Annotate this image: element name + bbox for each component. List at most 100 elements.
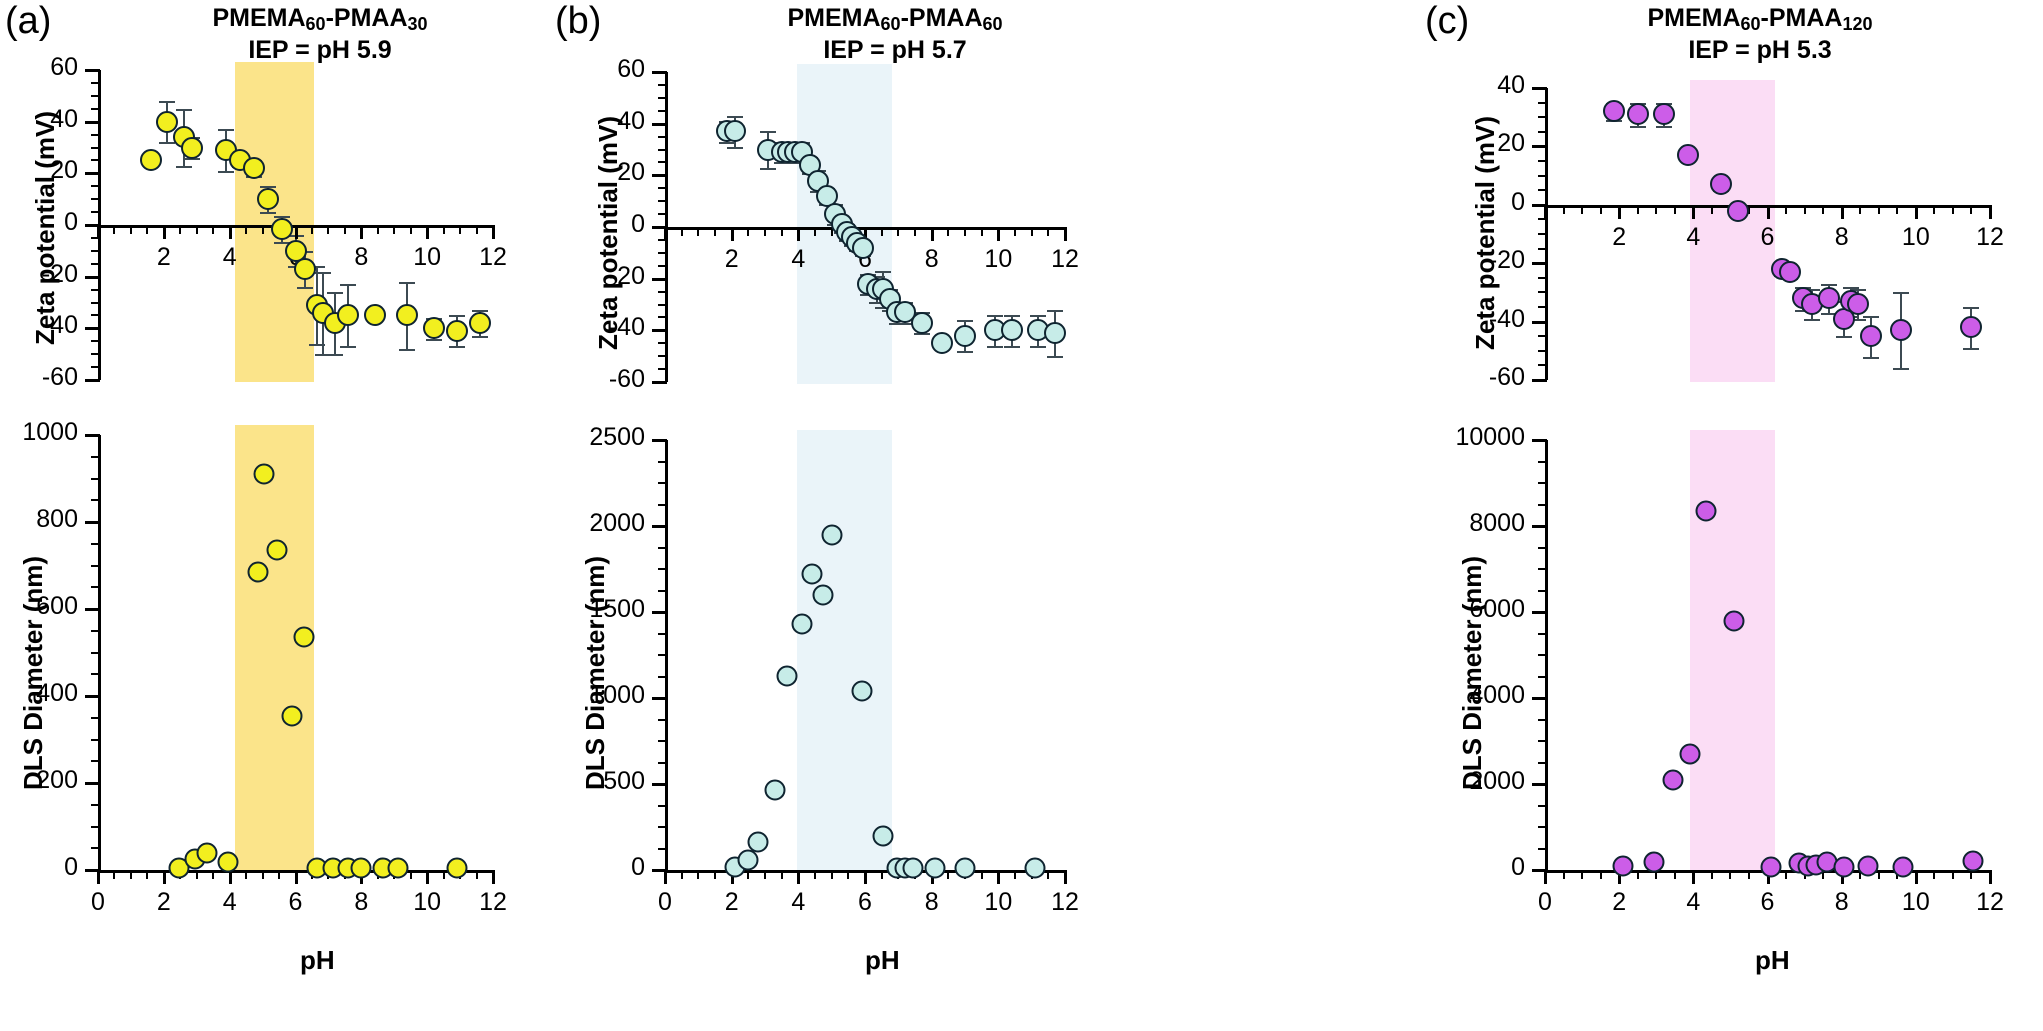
y-tick-minor xyxy=(658,718,667,721)
error-bar-cap xyxy=(1629,125,1646,128)
data-point xyxy=(1626,103,1649,126)
error-bar-cap xyxy=(868,301,885,304)
error-bar-cap xyxy=(1030,314,1047,317)
x-tick-minor xyxy=(980,227,983,236)
y-tick-major xyxy=(1532,320,1547,324)
y-tick-minor xyxy=(658,675,667,678)
error-bar-cap xyxy=(1804,318,1820,321)
data-point xyxy=(1892,856,1914,878)
x-tick-minor xyxy=(442,870,445,879)
error-bar-cap xyxy=(340,284,357,287)
shaded-iep-band xyxy=(1689,430,1775,870)
y-tick-minor xyxy=(658,290,667,293)
y-tick-minor xyxy=(658,589,667,592)
data-point xyxy=(1662,769,1684,791)
x-tick-label: 8 xyxy=(924,888,939,916)
y-tick-minor xyxy=(1538,740,1547,742)
dls-plot: 0 2000 4000 6000 8000 10000 0 2 4 6 8 10 12 xyxy=(1455,423,2003,916)
y-tick-minor xyxy=(91,185,100,188)
y-tick-minor xyxy=(658,761,667,764)
y-tick-minor xyxy=(1538,460,1547,463)
y-tick-label: 0 xyxy=(1511,853,1525,881)
y-tick-minor xyxy=(91,477,100,480)
x-tick-minor xyxy=(327,225,330,234)
x-tick-label: 12 xyxy=(1051,245,1079,273)
y-tick-minor xyxy=(1538,276,1547,279)
data-point xyxy=(387,857,409,879)
x-tick-minor xyxy=(1047,870,1050,879)
x-tick-label: 6 xyxy=(1760,888,1775,916)
panel-iep-label: IEP = pH 5.7 xyxy=(823,36,967,64)
y-tick-minor xyxy=(1538,116,1547,119)
x-tick-label: 6 xyxy=(858,888,872,916)
y-tick-label: 1000 xyxy=(22,418,78,446)
y-tick-major xyxy=(1532,525,1547,528)
y-tick-minor xyxy=(658,200,667,203)
x-tick-major xyxy=(426,225,430,239)
y-tick-label: 0 xyxy=(631,210,645,238)
y-tick-minor xyxy=(1538,189,1547,192)
x-tick-major xyxy=(1064,870,1067,884)
x-axis-title: pH xyxy=(300,945,335,975)
y-tick-major xyxy=(652,525,667,528)
data-point xyxy=(1695,500,1717,522)
error-bar-cap xyxy=(1047,309,1063,312)
x-tick-major xyxy=(797,227,801,241)
y-tick-minor xyxy=(91,249,100,252)
x-tick-label: 8 xyxy=(1834,222,1849,251)
y-tick-minor xyxy=(1538,291,1547,294)
x-tick-minor xyxy=(1785,204,1788,214)
x-tick-minor xyxy=(1636,870,1639,879)
x-tick-minor xyxy=(1562,870,1565,879)
y-tick-major xyxy=(85,695,100,698)
y-tick-major xyxy=(1532,869,1547,872)
x-tick-minor xyxy=(1581,204,1584,214)
y-tick-minor xyxy=(658,148,667,151)
y-tick-minor xyxy=(91,288,100,291)
y-tick-label: -20 xyxy=(608,261,645,290)
y-tick-major xyxy=(652,329,667,333)
y-tick-major xyxy=(85,69,100,72)
data-point xyxy=(217,851,239,873)
error-bar-cap xyxy=(259,186,276,189)
error-bar-cap xyxy=(1003,314,1020,317)
x-tick-label: 2 xyxy=(156,243,171,271)
data-point xyxy=(350,857,372,879)
y-tick-label: 2500 xyxy=(589,423,645,451)
x-tick-major xyxy=(1544,870,1547,884)
y-tick-label: -60 xyxy=(1488,363,1525,391)
error-bar-cap xyxy=(175,108,192,111)
y-tick-major xyxy=(652,439,667,442)
error-bar-cap xyxy=(1820,312,1837,315)
x-tick-major xyxy=(97,870,100,884)
y-tick-minor xyxy=(658,847,667,850)
zeta-plot: -60 -40 -20 0 20 40 2 4 6 8 10 12 xyxy=(1489,71,2004,391)
data-point xyxy=(1778,260,1801,283)
y-tick-major xyxy=(85,172,100,176)
y-tick-minor xyxy=(658,368,667,371)
y-tick-major xyxy=(1532,145,1547,149)
y-tick-minor xyxy=(91,651,100,654)
y-tick-major xyxy=(1532,783,1547,786)
y-tick-label: 0 xyxy=(631,853,645,881)
error-bar-cap xyxy=(471,310,488,313)
x-tick-minor xyxy=(1877,204,1880,214)
y-tick-minor xyxy=(91,340,100,343)
y-tick-major xyxy=(652,783,667,786)
x-tick-label: 12 xyxy=(1976,888,2004,916)
x-tick-minor xyxy=(964,227,966,236)
error-bar-cap xyxy=(897,322,913,325)
x-tick-label: 4 xyxy=(791,888,806,916)
y-tick-major xyxy=(85,521,100,524)
data-point xyxy=(852,236,875,259)
error-bar-cap xyxy=(718,141,735,144)
data-point xyxy=(801,563,823,585)
x-tick-label: 10 xyxy=(1901,888,1930,916)
y-tick-major xyxy=(1532,262,1547,266)
y-tick-minor xyxy=(1538,482,1547,484)
data-point xyxy=(168,857,190,879)
data-point xyxy=(253,463,275,485)
error-bar-cap xyxy=(259,212,276,215)
data-point xyxy=(445,319,468,342)
